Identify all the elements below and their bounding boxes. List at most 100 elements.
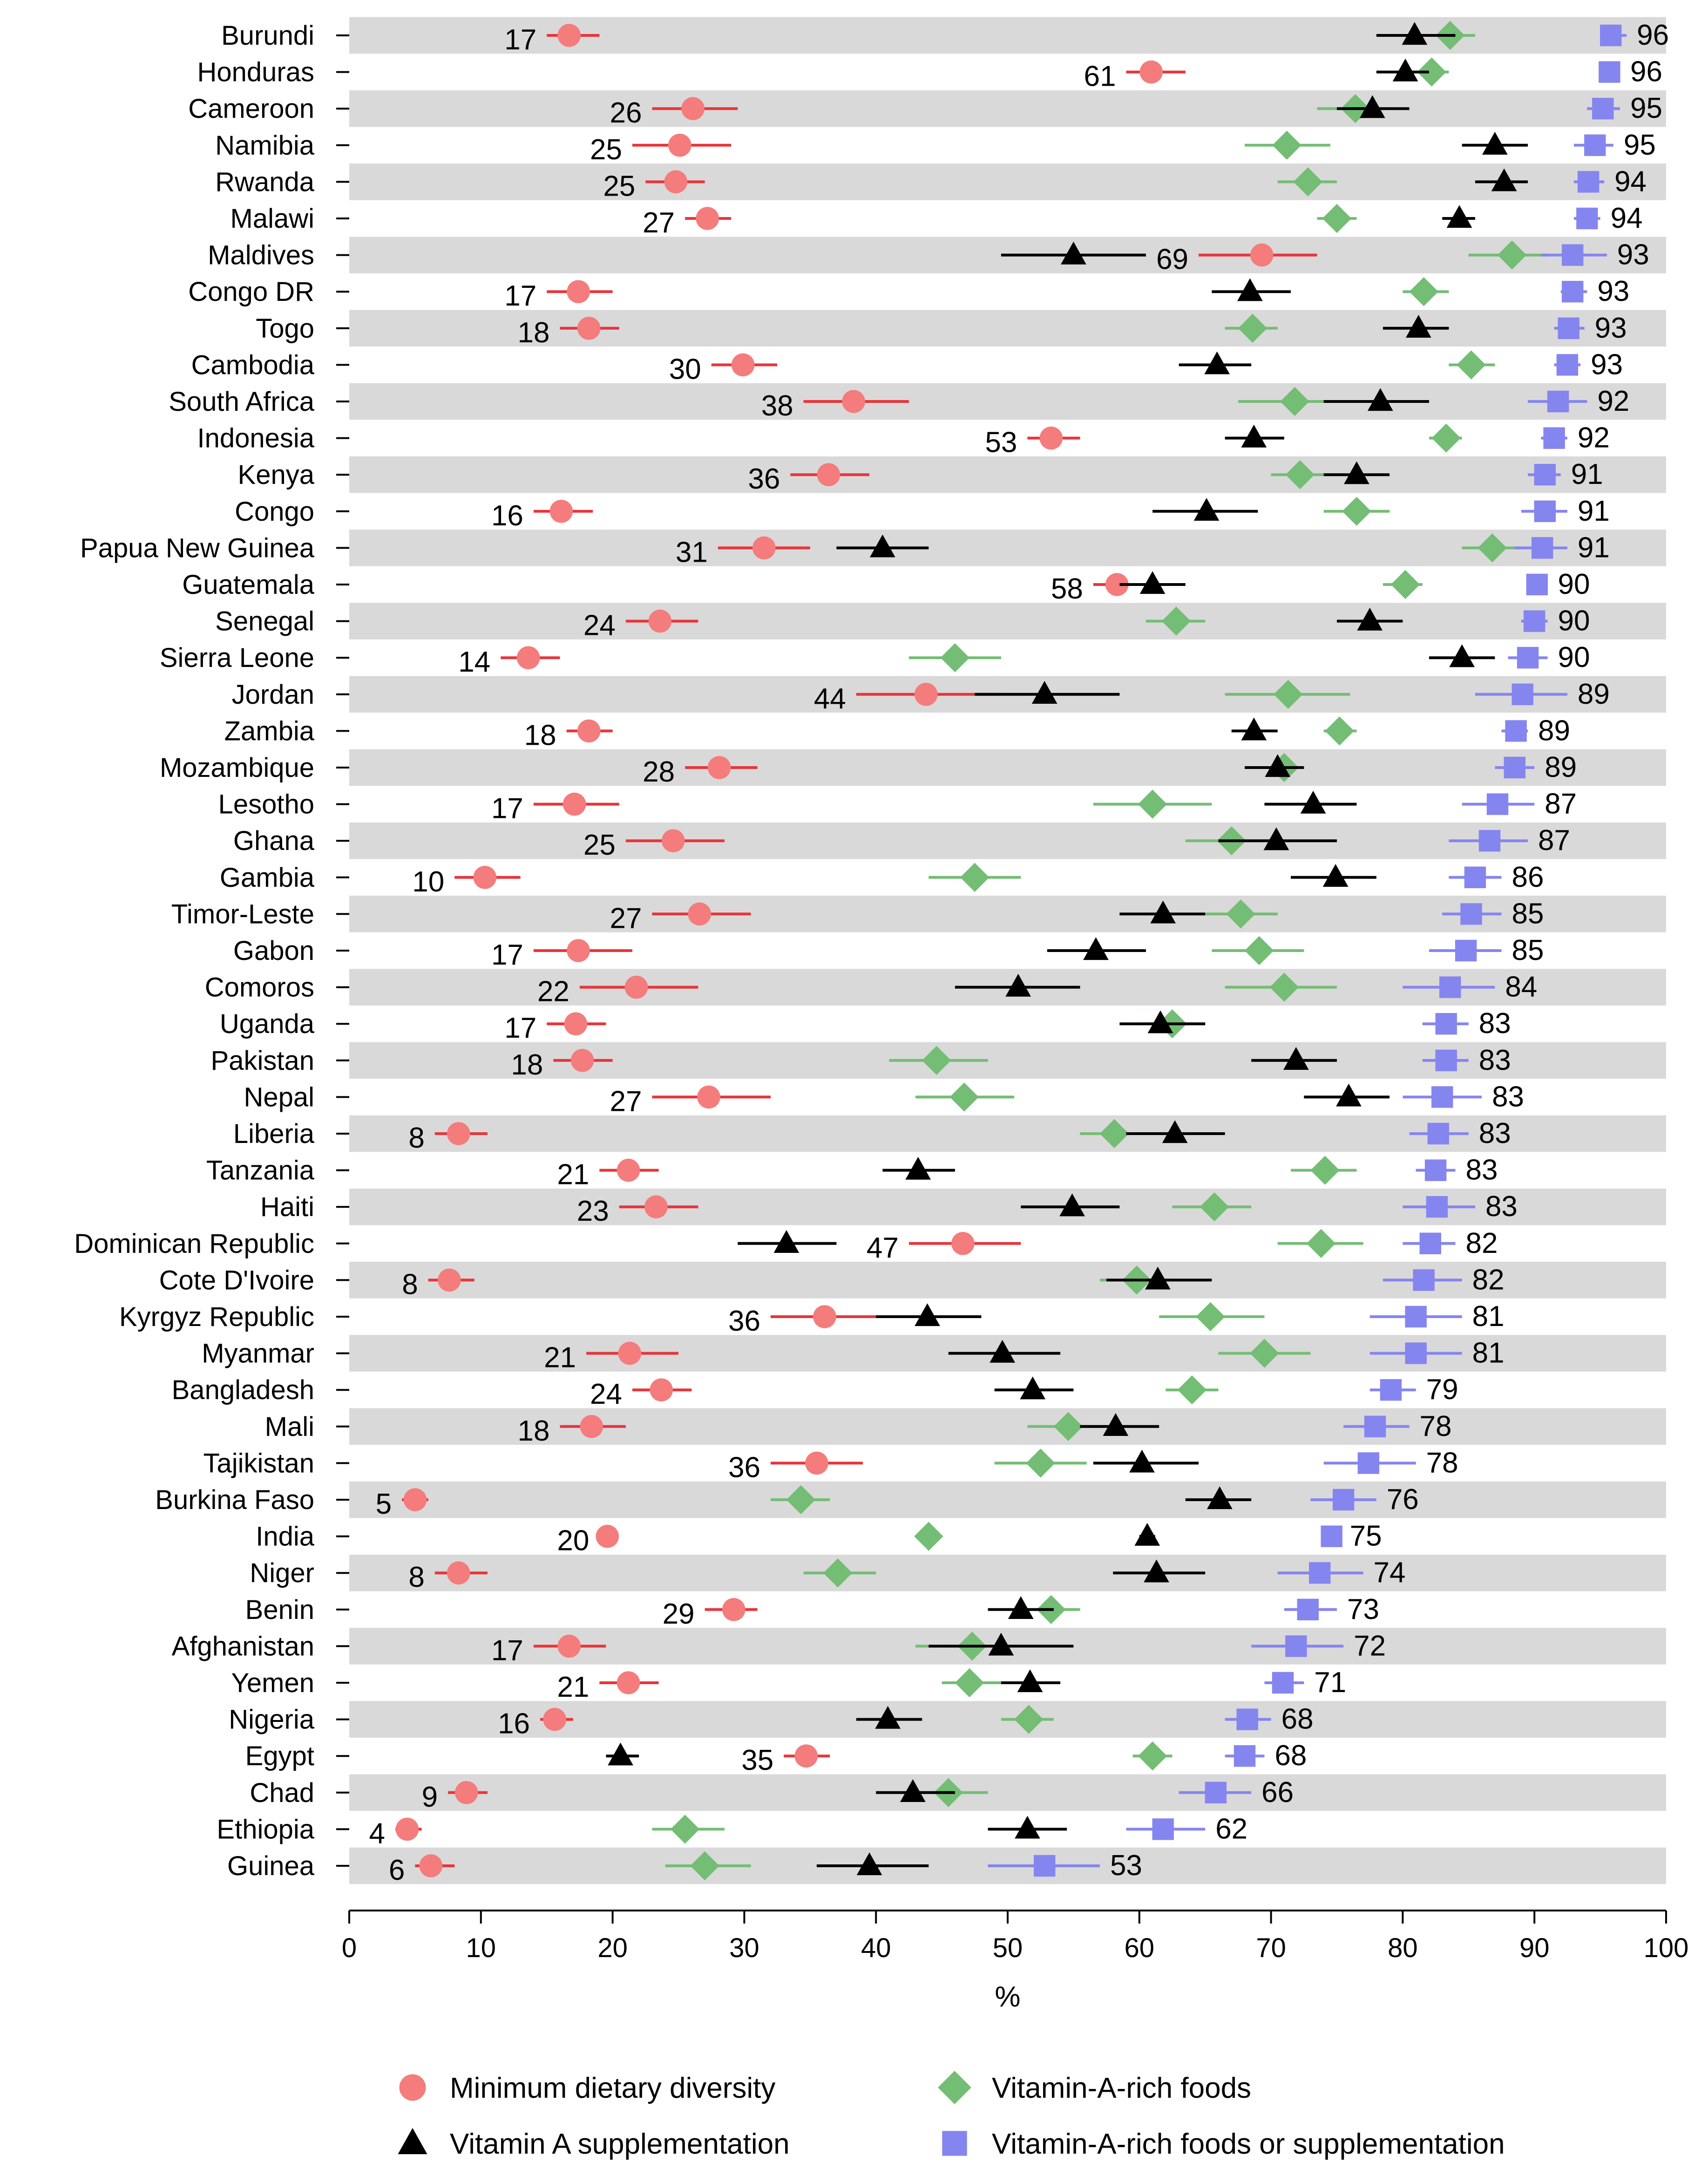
- combined-label-namibia: 95: [1624, 129, 1656, 161]
- mdd-label-indonesia: 53: [985, 427, 1017, 459]
- legend-marker-mdd: [399, 2074, 426, 2101]
- vitA_foods-point-timor-leste: [1226, 899, 1255, 929]
- mdd-point-kenya: [817, 463, 840, 486]
- country-label-uganda: Uganda: [220, 1009, 315, 1039]
- x-tick-label: 10: [466, 1933, 496, 1963]
- row-ticks: [336, 34, 349, 1867]
- combined-point-nigeria: [1236, 1708, 1258, 1730]
- vas-point-namibia: [1482, 132, 1508, 155]
- mdd-point-tajikistan: [805, 1451, 828, 1475]
- vitA_foods-point-burkina-faso: [786, 1485, 816, 1515]
- combined-label-malawi: 94: [1611, 202, 1643, 234]
- country-label-egypt: Egypt: [245, 1741, 314, 1771]
- vas-point-togo: [1405, 315, 1431, 338]
- combined-label-comoros: 84: [1505, 971, 1537, 1003]
- country-label-indonesia: Indonesia: [197, 423, 314, 454]
- vitA_foods-point-nigeria: [1014, 1705, 1044, 1734]
- country-label-congo-dr: Congo DR: [188, 277, 314, 307]
- vitA_foods-point-honduras: [1417, 57, 1446, 87]
- combined-point-maldives: [1562, 244, 1584, 266]
- vitA_foods-point-malawi: [1322, 204, 1352, 233]
- vas-point-timor-leste: [1150, 900, 1176, 924]
- mdd-point-ghana: [661, 829, 685, 852]
- combined-label-guinea: 53: [1110, 1850, 1142, 1882]
- combined-point-lesotho: [1486, 793, 1509, 815]
- country-label-liberia: Liberia: [233, 1119, 315, 1149]
- combined-label-pakistan: 83: [1479, 1044, 1511, 1076]
- mdd-label-lesotho: 17: [491, 793, 523, 825]
- vitA_foods-point-south-africa: [1280, 387, 1309, 416]
- mdd-point-jordan: [914, 683, 938, 706]
- combined-point-niger: [1309, 1562, 1331, 1584]
- country-label-yemen: Yemen: [231, 1668, 314, 1698]
- mdd-point-gabon: [567, 939, 590, 962]
- vitA_foods-point-kenya: [1285, 460, 1315, 490]
- combined-point-myanmar: [1405, 1342, 1427, 1364]
- combined-point-cameroon: [1592, 98, 1614, 120]
- x-tick-label: 50: [993, 1933, 1023, 1963]
- combined-point-gabon: [1455, 939, 1477, 962]
- combined-label-guatemala: 90: [1558, 568, 1590, 600]
- mdd-label-tanzania: 21: [557, 1159, 589, 1191]
- mdd-point-south-africa: [842, 390, 865, 413]
- vas-point-liberia: [1162, 1120, 1188, 1143]
- mdd-label-nigeria: 16: [498, 1708, 530, 1740]
- combined-label-honduras: 96: [1630, 56, 1662, 88]
- mdd-point-nigeria: [543, 1707, 566, 1731]
- mdd-label-jordan: 44: [814, 683, 846, 715]
- x-axis: 0 10 20 30 40 50 60 70 80 90 100: [342, 1910, 1688, 1963]
- row-band: [349, 822, 1666, 859]
- row-band: [349, 1774, 1666, 1811]
- vas-point-chad: [900, 1779, 926, 1802]
- country-label-gambia: Gambia: [220, 863, 315, 893]
- row-band: [349, 530, 1666, 566]
- mdd-point-ethiopia: [395, 1817, 419, 1841]
- vitA_foods-point-papua-new-guinea: [1478, 533, 1507, 563]
- row-band: [349, 163, 1666, 200]
- combined-label-tajikistan: 78: [1426, 1447, 1458, 1479]
- legend-label-mdd: Minimum dietary diversity: [450, 2072, 775, 2104]
- combined-label-kenya: 91: [1571, 458, 1603, 490]
- legend-label-vas: Vitamin A supplementation: [450, 2128, 790, 2160]
- country-label-kenya: Kenya: [238, 460, 315, 490]
- mdd-point-tanzania: [617, 1158, 640, 1182]
- x-axis-title: %: [995, 1981, 1020, 2013]
- combined-label-gambia: 86: [1512, 861, 1544, 893]
- mdd-label-gambia: 10: [412, 866, 444, 898]
- mdd-point-comoros: [624, 975, 648, 999]
- vitA_foods-point-togo: [1238, 313, 1267, 343]
- vas-point-comoros: [1005, 973, 1031, 997]
- row-band: [349, 90, 1666, 127]
- combined-label-timor-leste: 85: [1512, 898, 1544, 930]
- combined-label-zambia: 89: [1538, 714, 1570, 747]
- mdd-label-chad: 9: [422, 1781, 438, 1813]
- country-labels: Burundi Honduras Cameroon Namibia Rwanda Mala…: [74, 20, 315, 1881]
- combined-point-south-africa: [1547, 390, 1569, 413]
- vas-point-congo: [1193, 498, 1220, 521]
- mdd-point-sierra-leone: [516, 646, 540, 669]
- mdd-label-papua-new-guinea: 31: [676, 536, 708, 568]
- country-label-ethiopia: Ethiopia: [217, 1814, 314, 1844]
- combined-label-chad: 66: [1261, 1776, 1294, 1809]
- vitA_foods-point-pakistan: [922, 1046, 951, 1075]
- vas-point-cambodia: [1204, 351, 1230, 374]
- country-label-jordan: Jordan: [232, 680, 314, 710]
- combined-label-india: 75: [1350, 1520, 1382, 1552]
- combined-point-india: [1321, 1525, 1342, 1547]
- legend-marker-vitA_foods: [938, 2071, 971, 2104]
- row-band: [349, 1554, 1666, 1591]
- mdd-label-egypt: 35: [741, 1744, 773, 1776]
- mdd-label-mozambique: 28: [643, 756, 675, 788]
- vas-point-kyrgyz-republic: [915, 1303, 940, 1326]
- row-band: [349, 749, 1666, 786]
- mdd-label-congo: 16: [491, 500, 523, 532]
- mdd-point-honduras: [1139, 60, 1163, 84]
- combined-point-egypt: [1234, 1745, 1256, 1767]
- mdd-point-liberia: [447, 1122, 470, 1145]
- vas-point-sierra-leone: [1449, 644, 1475, 667]
- country-label-myanmar: Myanmar: [202, 1339, 314, 1369]
- mdd-point-papua-new-guinea: [752, 536, 776, 560]
- legend-label-vitA_foods: Vitamin-A-rich foods: [992, 2072, 1251, 2104]
- vas-point-guatemala: [1139, 571, 1166, 594]
